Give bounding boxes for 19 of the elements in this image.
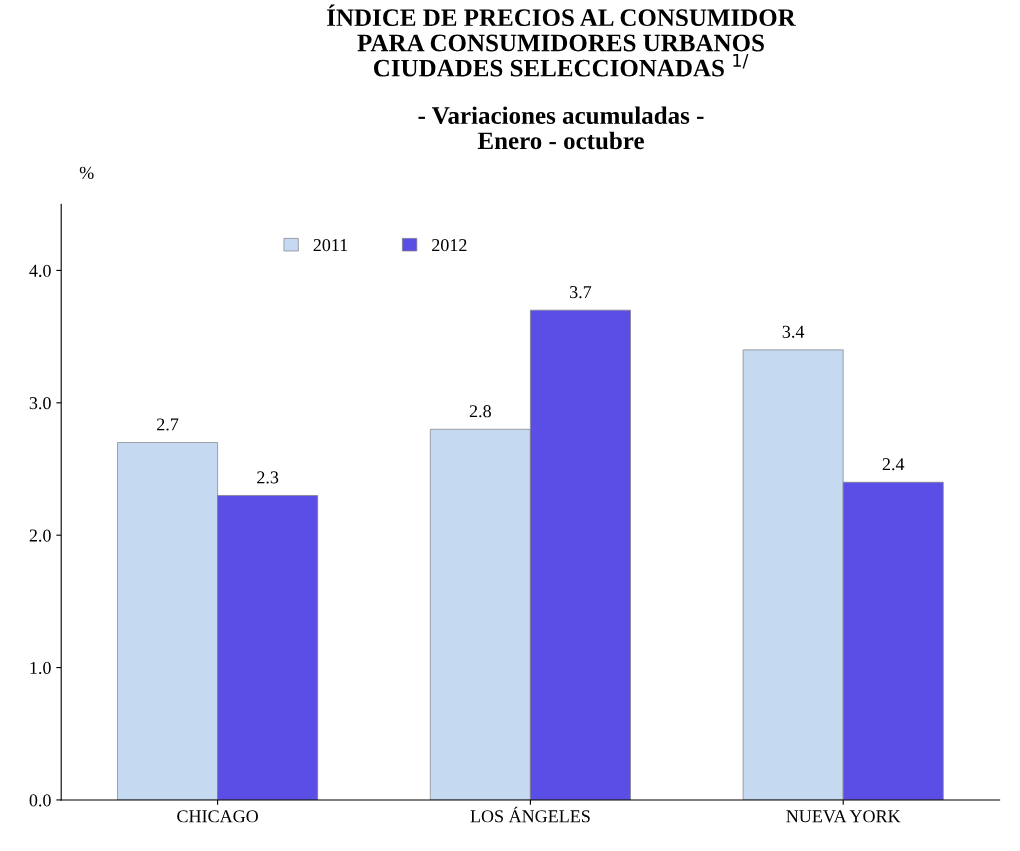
data-label: 2.8 <box>469 405 491 418</box>
chart-title: ÍNDICE DE PRECIOS AL CONSUMIDOR PARA CONSUMIDORES URBANOS CIUDADES SELECCIONADAS $^{1/}$ <box>327 4 796 77</box>
data-label: 2.7 <box>157 418 179 431</box>
y-tick-label: 3.0 <box>29 397 51 410</box>
data-label: 2.3 <box>257 471 279 484</box>
y-axis-title: % <box>79 166 94 179</box>
legend-label: 2011 <box>313 238 348 252</box>
x-tick-label: LOS ÁNGELES <box>470 806 590 823</box>
legend-label: 2012 <box>432 238 467 252</box>
y-tick-label: 4.0 <box>29 264 51 277</box>
x-tick-label: CHICAGO <box>177 810 258 823</box>
x-tick-label: NUEVA YORK <box>786 810 901 823</box>
data-label: 3.7 <box>570 286 592 299</box>
chart-subtitle: - Variaciones acumuladas - Enero - octubre <box>418 106 704 150</box>
data-label: 2.4 <box>882 458 905 471</box>
y-tick-label: 0.0 <box>29 794 51 807</box>
y-tick-label: 1.0 <box>30 661 51 675</box>
data-label: 3.4 <box>782 325 805 338</box>
y-tick-label: 2.0 <box>29 529 51 542</box>
